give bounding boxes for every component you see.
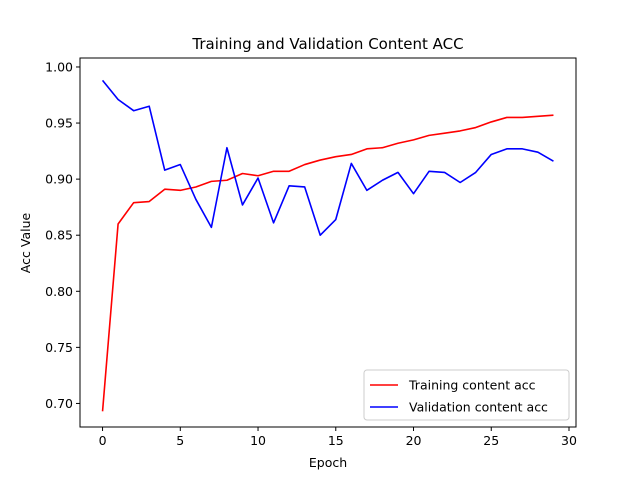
y-axis: 0.70 0.75 0.80 0.85 0.90 0.95 1.00 <box>45 59 80 411</box>
x-tick-label: 20 <box>406 433 422 448</box>
x-tick-label: 5 <box>176 433 184 448</box>
x-axis-label: Epoch <box>309 455 347 470</box>
y-tick-label: 1.00 <box>45 59 73 74</box>
y-axis-label: Acc Value <box>18 213 33 274</box>
series-lines <box>101 79 554 412</box>
x-tick-label: 0 <box>99 433 107 448</box>
x-axis: 0 5 10 15 20 25 30 <box>99 427 577 448</box>
legend-label: Training content acc <box>408 378 536 393</box>
plot-frame <box>79 57 577 428</box>
y-tick-label: 0.85 <box>45 228 73 243</box>
plot-area: 0 5 10 15 20 25 30 0.70 0.75 0.80 0.85 0.90 0.95 1.0… <box>45 57 577 448</box>
x-tick-label: 30 <box>561 433 577 448</box>
x-tick-label: 15 <box>328 433 344 448</box>
y-tick-label: 0.90 <box>45 172 73 187</box>
legend: Training content acc Validation content a… <box>363 369 570 421</box>
legend-label: Validation content acc <box>409 400 548 415</box>
y-tick-label: 0.95 <box>45 116 73 131</box>
series-line-2 <box>101 79 554 237</box>
x-tick-label: 25 <box>483 433 499 448</box>
y-tick-label: 0.80 <box>45 284 73 299</box>
x-tick-label: 10 <box>250 433 266 448</box>
series-line-1 <box>101 114 554 412</box>
y-tick-label: 0.70 <box>45 396 73 411</box>
chart-title: Training and Validation Content ACC <box>191 35 463 53</box>
legend-box <box>363 369 570 421</box>
y-tick-label: 0.75 <box>45 340 73 355</box>
